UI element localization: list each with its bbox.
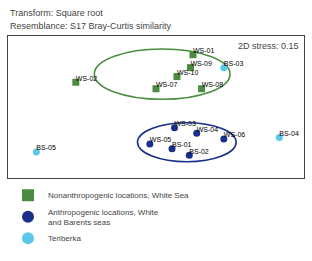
svg-text:BS-01: BS-01 [172, 141, 192, 148]
svg-text:2D stress: 0.15: 2D stress: 0.15 [238, 41, 299, 51]
svg-text:WS-05: WS-05 [150, 136, 172, 143]
svg-text:BS-03: BS-03 [224, 60, 244, 67]
svg-text:WS-02: WS-02 [76, 75, 98, 82]
svg-text:Resemblance: S17 Bray-Curtis s: Resemblance: S17 Bray-Curtis similarity [10, 21, 172, 31]
svg-text:WS-06: WS-06 [224, 131, 246, 138]
svg-text:WS-07: WS-07 [156, 81, 178, 88]
svg-text:WS-08: WS-08 [202, 81, 224, 88]
svg-text:BS-05: BS-05 [36, 144, 56, 151]
svg-text:Nonanthropogenic locations, Wh: Nonanthropogenic locations, White Sea [48, 191, 189, 200]
svg-text:WS-01: WS-01 [193, 47, 215, 54]
svg-text:Anthropogenic locations, White: Anthropogenic locations, Whiteand Barent… [48, 208, 159, 227]
svg-text:WS-04: WS-04 [197, 126, 219, 133]
svg-text:BS-04: BS-04 [279, 130, 299, 137]
svg-text:BS-02: BS-02 [189, 148, 209, 155]
svg-text:WS-09: WS-09 [191, 60, 213, 67]
svg-text:Transform: Square root: Transform: Square root [10, 8, 103, 18]
svg-text:WS-10: WS-10 [177, 69, 199, 76]
svg-text:Teriberka: Teriberka [48, 234, 81, 243]
svg-text:WS-03: WS-03 [175, 120, 197, 127]
